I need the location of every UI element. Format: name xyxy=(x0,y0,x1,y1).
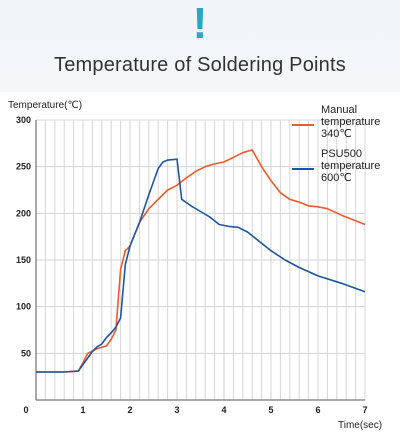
legend-label-0: temperature xyxy=(321,116,380,128)
legend-label-0: Manual xyxy=(321,104,357,116)
x-tick-label: 6 xyxy=(315,405,320,415)
header-band xyxy=(0,0,400,92)
x-tick-label: 4 xyxy=(221,405,226,415)
x-tick-label: 7 xyxy=(362,405,367,415)
y-tick-label: 200 xyxy=(16,208,31,218)
x-axis-label: Time(sec) xyxy=(338,420,382,431)
series-line-1 xyxy=(36,158,366,373)
series-line-0 xyxy=(36,149,366,373)
chart-grid xyxy=(36,119,366,400)
chart-title: Temperature of Soldering Points xyxy=(54,54,346,76)
y-tick-label: 100 xyxy=(16,302,31,312)
legend-label-1: PSU500 xyxy=(321,148,362,160)
legend-label-1: 600℃ xyxy=(321,172,352,184)
exclamation-icon: ! xyxy=(192,0,208,48)
legend-label-0: 340℃ xyxy=(321,128,352,140)
x-tick-label: 5 xyxy=(268,405,273,415)
x-tick-label: 0 xyxy=(23,405,28,415)
chart-axes xyxy=(35,120,365,401)
legend-label-1: temperature xyxy=(321,160,380,172)
x-tick-label: 3 xyxy=(174,405,179,415)
y-tick-label: 150 xyxy=(16,255,31,265)
y-axis-label: Temperature(℃) xyxy=(8,100,82,111)
x-tick-label: 2 xyxy=(127,405,132,415)
series-lines xyxy=(36,149,366,373)
legend: Manualtemperature340℃PSU500temperature60… xyxy=(292,104,380,184)
y-tick-label: 50 xyxy=(21,348,31,358)
y-tick-label: 250 xyxy=(16,162,31,172)
y-tick-label: 300 xyxy=(16,115,31,125)
x-tick-label: 1 xyxy=(80,405,85,415)
tick-labels: 50 100 150 200 250 300 0 1 2 3 4 5 6 7 xyxy=(16,115,368,415)
